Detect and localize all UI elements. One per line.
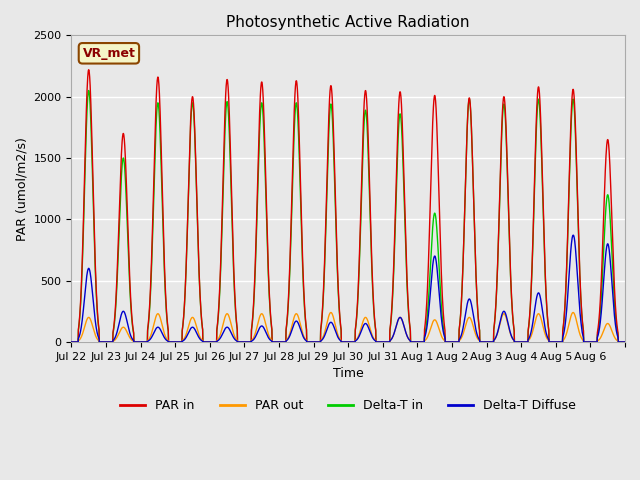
Text: VR_met: VR_met [83, 47, 135, 60]
Title: Photosynthetic Active Radiation: Photosynthetic Active Radiation [227, 15, 470, 30]
X-axis label: Time: Time [333, 367, 364, 380]
Y-axis label: PAR (umol/m2/s): PAR (umol/m2/s) [15, 137, 28, 240]
Legend: PAR in, PAR out, Delta-T in, Delta-T Diffuse: PAR in, PAR out, Delta-T in, Delta-T Dif… [115, 394, 581, 417]
